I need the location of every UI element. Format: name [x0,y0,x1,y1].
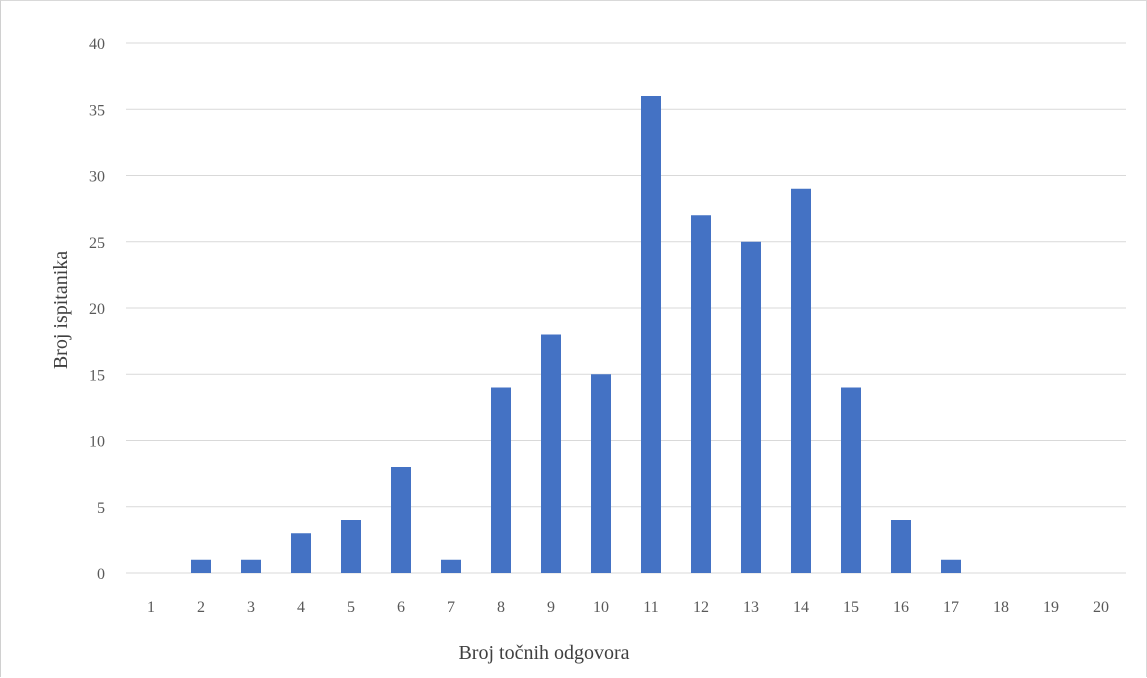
y-tick-label: 40 [89,36,105,53]
y-tick-label: 30 [89,169,105,186]
y-tick-label: 25 [89,235,105,252]
bar [941,559,961,573]
bar [791,188,811,573]
y-tick-label: 20 [89,301,105,318]
bars [191,96,961,573]
y-tick-label: 5 [97,500,105,517]
y-tick-label: 10 [89,434,105,451]
x-axis-title: Broj točnih odgovora [458,642,629,664]
x-tick-label: 14 [793,599,809,616]
bar [891,520,911,573]
bar [541,334,561,573]
y-tick-label: 15 [89,367,105,384]
bar [441,559,461,573]
x-tick-label: 12 [693,599,709,616]
x-tick-label: 16 [893,599,909,616]
bar [641,96,661,573]
x-tick-label: 10 [593,599,609,616]
bar [391,467,411,573]
y-tick-label: 35 [89,102,105,119]
x-tick-label: 2 [197,599,205,616]
x-axis-ticks: 1 2 3 4 5 6 7 8 9 10 11 12 13 14 15 16 17 18 19 20 [147,599,1109,616]
x-tick-label: 8 [497,599,505,616]
x-tick-label: 4 [297,599,305,616]
x-tick-label: 17 [943,599,959,616]
bar [291,533,311,573]
x-tick-label: 6 [397,599,405,616]
bar [241,559,261,573]
x-tick-label: 19 [1043,599,1059,616]
x-tick-label: 20 [1093,599,1109,616]
x-tick-label: 3 [247,599,255,616]
x-tick-label: 18 [993,599,1009,616]
x-tick-label: 5 [347,599,355,616]
y-axis-title: Broj ispitanika [50,251,72,369]
gridlines [126,42,1126,574]
x-tick-label: 7 [447,599,455,616]
bar [691,215,711,573]
y-tick-label: 0 [97,566,105,583]
x-tick-label: 1 [147,599,155,616]
bar [741,241,761,573]
bar [191,559,211,573]
x-tick-label: 13 [743,599,759,616]
bar [841,387,861,573]
bar [591,374,611,573]
bar [491,387,511,573]
x-tick-label: 15 [843,599,859,616]
x-tick-label: 11 [643,599,658,616]
x-tick-label: 9 [547,599,555,616]
bar [341,520,361,573]
y-axis-ticks: 0 5 10 15 20 25 30 35 40 [89,36,105,583]
